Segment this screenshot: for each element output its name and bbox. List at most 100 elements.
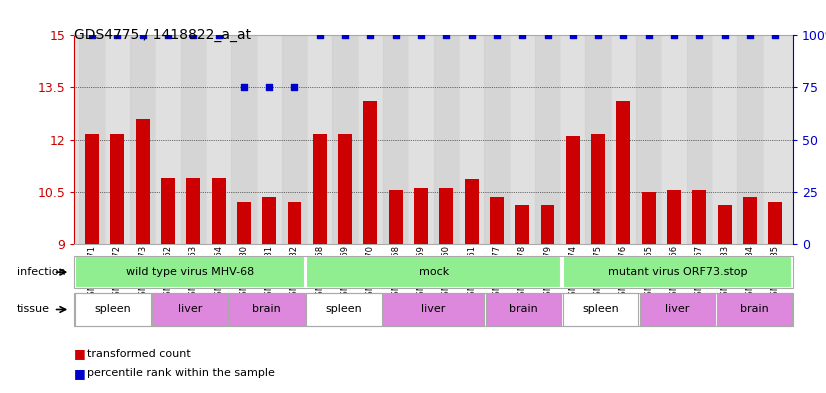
Point — [313, 32, 326, 39]
Point — [667, 32, 681, 39]
Bar — [105, 35, 130, 244]
Point — [212, 32, 225, 39]
Point — [187, 32, 200, 39]
Bar — [563, 256, 792, 288]
Text: percentile rank within the sample: percentile rank within the sample — [87, 368, 274, 378]
Point — [237, 84, 250, 90]
Text: brain: brain — [253, 305, 281, 314]
Text: liver: liver — [421, 305, 446, 314]
Point — [515, 32, 529, 39]
Bar — [465, 180, 478, 244]
Bar — [287, 202, 301, 244]
Bar — [332, 35, 358, 244]
Bar — [389, 190, 402, 244]
Point — [339, 32, 352, 39]
Bar — [414, 188, 428, 244]
Bar — [762, 35, 788, 244]
Bar — [515, 206, 529, 244]
Text: brain: brain — [509, 305, 538, 314]
Bar — [560, 35, 586, 244]
Bar — [486, 294, 561, 325]
Point — [693, 32, 706, 39]
Bar — [237, 202, 251, 244]
Point — [566, 32, 579, 39]
Point — [541, 32, 554, 39]
Bar — [206, 35, 231, 244]
Bar — [434, 35, 459, 244]
Point — [718, 32, 731, 39]
Bar — [75, 294, 150, 325]
Bar — [768, 202, 782, 244]
Bar — [306, 256, 561, 288]
Bar — [484, 35, 510, 244]
Point — [743, 32, 757, 39]
Bar — [459, 35, 484, 244]
Point — [591, 32, 605, 39]
Text: GDS4775 / 1418822_a_at: GDS4775 / 1418822_a_at — [74, 28, 251, 42]
Point — [263, 84, 276, 90]
Point — [642, 32, 655, 39]
Text: liver: liver — [665, 305, 690, 314]
Bar — [231, 35, 257, 244]
Point — [491, 32, 504, 39]
Bar — [313, 134, 327, 244]
Bar — [257, 35, 282, 244]
Bar — [540, 206, 554, 244]
Bar — [187, 178, 200, 244]
Bar — [439, 188, 453, 244]
Bar — [712, 35, 738, 244]
Bar — [616, 101, 630, 244]
Bar — [75, 256, 305, 288]
Bar — [738, 35, 762, 244]
Bar — [692, 190, 706, 244]
Bar — [306, 294, 382, 325]
Bar — [130, 35, 155, 244]
Point — [769, 32, 782, 39]
Point — [439, 32, 453, 39]
Bar — [591, 134, 605, 244]
Bar — [642, 191, 656, 244]
Point — [389, 32, 402, 39]
Bar — [667, 190, 681, 244]
Bar — [586, 35, 610, 244]
Text: transformed count: transformed count — [87, 349, 191, 359]
Point — [617, 32, 630, 39]
Bar — [211, 178, 225, 244]
Bar — [566, 136, 580, 244]
Point — [111, 32, 124, 39]
Bar — [383, 35, 408, 244]
Point — [363, 32, 377, 39]
Bar — [610, 35, 636, 244]
Bar — [408, 35, 434, 244]
Text: spleen: spleen — [582, 305, 619, 314]
Bar — [161, 178, 175, 244]
Text: tissue: tissue — [17, 305, 50, 314]
Text: liver: liver — [178, 305, 202, 314]
Text: wild type virus MHV-68: wild type virus MHV-68 — [126, 267, 254, 277]
Bar — [229, 294, 305, 325]
Bar — [152, 294, 228, 325]
Bar — [358, 35, 383, 244]
Bar — [363, 101, 377, 244]
Bar — [510, 35, 535, 244]
Point — [136, 32, 150, 39]
Text: ■: ■ — [74, 367, 86, 380]
Text: spleen: spleen — [94, 305, 131, 314]
Text: spleen: spleen — [325, 305, 362, 314]
Bar — [135, 119, 150, 244]
Text: brain: brain — [740, 305, 769, 314]
Bar — [639, 294, 715, 325]
Bar — [490, 197, 504, 244]
Bar — [111, 134, 125, 244]
Bar — [282, 35, 307, 244]
Point — [415, 32, 428, 39]
Bar — [636, 35, 662, 244]
Bar — [717, 294, 792, 325]
Bar — [262, 197, 276, 244]
Point — [288, 84, 301, 90]
Bar — [307, 35, 332, 244]
Point — [161, 32, 174, 39]
Bar — [662, 35, 686, 244]
Point — [465, 32, 478, 39]
Text: mutant virus ORF73.stop: mutant virus ORF73.stop — [608, 267, 748, 277]
